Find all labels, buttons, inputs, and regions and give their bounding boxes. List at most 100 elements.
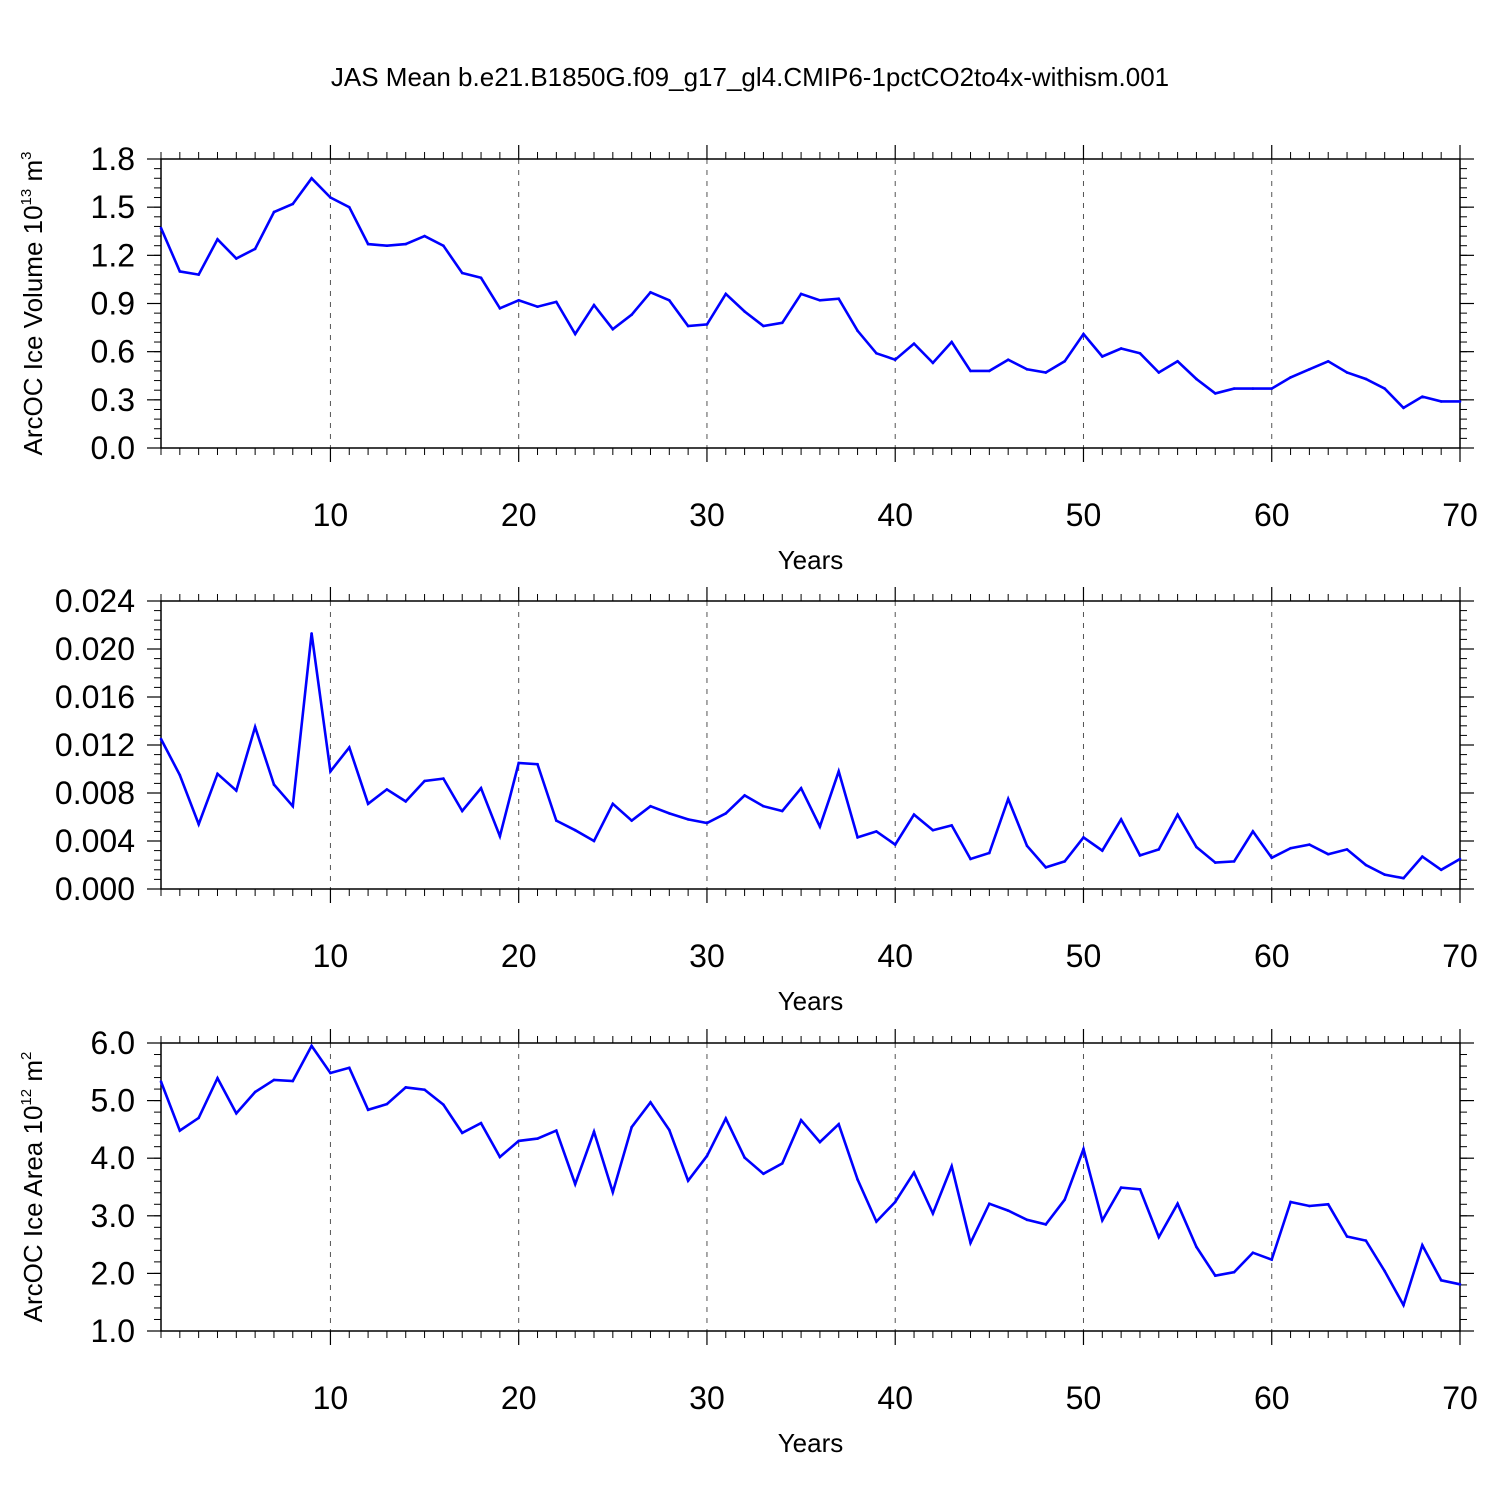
- page-title: JAS Mean b.e21.B1850G.f09_g17_gl4.CMIP6-…: [330, 62, 1170, 92]
- y-tick-label: 1.0: [91, 1313, 135, 1349]
- data-point: [1364, 863, 1368, 867]
- data-point: [1157, 371, 1161, 374]
- data-point: [818, 1140, 822, 1144]
- data-point: [950, 1164, 953, 1168]
- data-point: [969, 1241, 972, 1245]
- data-point: [799, 786, 803, 790]
- data-point: [1101, 1219, 1104, 1222]
- y-tick-label: 0.008: [55, 775, 135, 811]
- y-tick-label: 0.9: [91, 286, 135, 322]
- data-point: [1308, 368, 1311, 371]
- data-point: [178, 1129, 182, 1132]
- y-axis-title: ArcOC Ice Area 1012 m2: [18, 1052, 48, 1323]
- data-point: [630, 1125, 633, 1129]
- x-tick-label: 20: [501, 497, 537, 533]
- data-point: [1025, 368, 1029, 371]
- x-tick-label: 70: [1442, 938, 1478, 974]
- data-point: [272, 1078, 276, 1082]
- data-point: [1082, 332, 1085, 336]
- data-point: [592, 839, 596, 843]
- data-point: [1119, 347, 1123, 350]
- data-point: [1101, 355, 1104, 358]
- data-point: [178, 773, 182, 777]
- data-point: [1289, 1200, 1292, 1204]
- data-point: [1289, 376, 1292, 379]
- x-tick-label: 50: [1066, 938, 1102, 974]
- data-point: [931, 828, 935, 832]
- x-tick-label: 70: [1442, 497, 1478, 533]
- data-point: [329, 1071, 332, 1075]
- data-point: [291, 804, 295, 808]
- data-point: [235, 1111, 238, 1115]
- data-point: [1402, 876, 1405, 880]
- data-point: [592, 1130, 596, 1134]
- data-point: [385, 244, 389, 247]
- data-point: [1402, 406, 1405, 410]
- data-point: [649, 1101, 652, 1104]
- data-point: [460, 271, 464, 275]
- data-point: [1213, 861, 1217, 864]
- data-point: [1138, 1188, 1142, 1191]
- data-point: [1063, 860, 1066, 863]
- chart-panel-3: 10 20 30 40 50 60 70 1.0 2.0 3.0 4.0 5.0 6.0 Years Arc…: [18, 1025, 1478, 1458]
- data-point: [1364, 1239, 1368, 1242]
- data-point: [969, 369, 972, 373]
- data-point: [1439, 400, 1443, 403]
- plot-frame: [160, 158, 1461, 449]
- data-point: [479, 786, 483, 790]
- data-point: [1119, 818, 1123, 821]
- x-tick-label: 10: [313, 497, 349, 533]
- data-point: [912, 813, 916, 816]
- x-tick-label: 30: [689, 1380, 725, 1416]
- data-point: [818, 825, 822, 828]
- data-point: [799, 1118, 803, 1122]
- data-point: [1101, 849, 1104, 852]
- data-point: [630, 313, 633, 317]
- data-point: [1138, 854, 1142, 857]
- data-point: [1270, 856, 1274, 860]
- data-point: [875, 1220, 878, 1223]
- data-point: [498, 307, 502, 310]
- data-point: [423, 1088, 426, 1091]
- data-point: [818, 298, 822, 302]
- y-tick-label: 0.016: [55, 679, 135, 715]
- data-point: [1176, 1202, 1179, 1206]
- series-line: [159, 176, 1460, 410]
- data-point: [1063, 1198, 1066, 1201]
- data-point: [611, 1190, 615, 1194]
- data-point: [1195, 845, 1198, 849]
- data-point: [1082, 1147, 1085, 1151]
- data-point: [1044, 866, 1048, 869]
- data-point: [498, 1155, 502, 1159]
- data-point: [931, 1212, 935, 1215]
- data-point: [724, 812, 728, 815]
- data-point: [1383, 873, 1386, 876]
- x-tick-label: 50: [1066, 497, 1102, 533]
- data-point: [856, 1178, 859, 1181]
- data-point: [159, 226, 163, 230]
- data-point: [762, 804, 765, 808]
- data-point: [1063, 360, 1066, 363]
- x-tick-label: 20: [501, 1380, 537, 1416]
- data-point: [347, 746, 351, 749]
- y-tick-label: 0.020: [55, 631, 135, 667]
- data-point: [235, 257, 238, 260]
- data-point: [1421, 855, 1424, 858]
- data-point: [347, 205, 351, 209]
- data-point: [1289, 846, 1292, 850]
- data-point: [1232, 1270, 1236, 1274]
- chart-panel-2: 10 20 30 40 50 60 70 0.000 0.004 0.008 0.012 0.016 0…: [55, 583, 1478, 1016]
- data-point: [404, 1086, 408, 1089]
- data-point: [1006, 797, 1010, 801]
- data-point: [912, 342, 916, 345]
- data-point: [1119, 1186, 1123, 1189]
- data-point: [253, 247, 257, 251]
- data-point: [272, 210, 276, 214]
- x-tick-label: 40: [877, 497, 913, 533]
- data-point: [799, 292, 803, 296]
- data-point: [649, 290, 652, 294]
- x-tick-label: 60: [1254, 1380, 1290, 1416]
- data-point: [1439, 868, 1443, 872]
- data-point: [291, 1079, 295, 1083]
- data-point: [1006, 358, 1010, 361]
